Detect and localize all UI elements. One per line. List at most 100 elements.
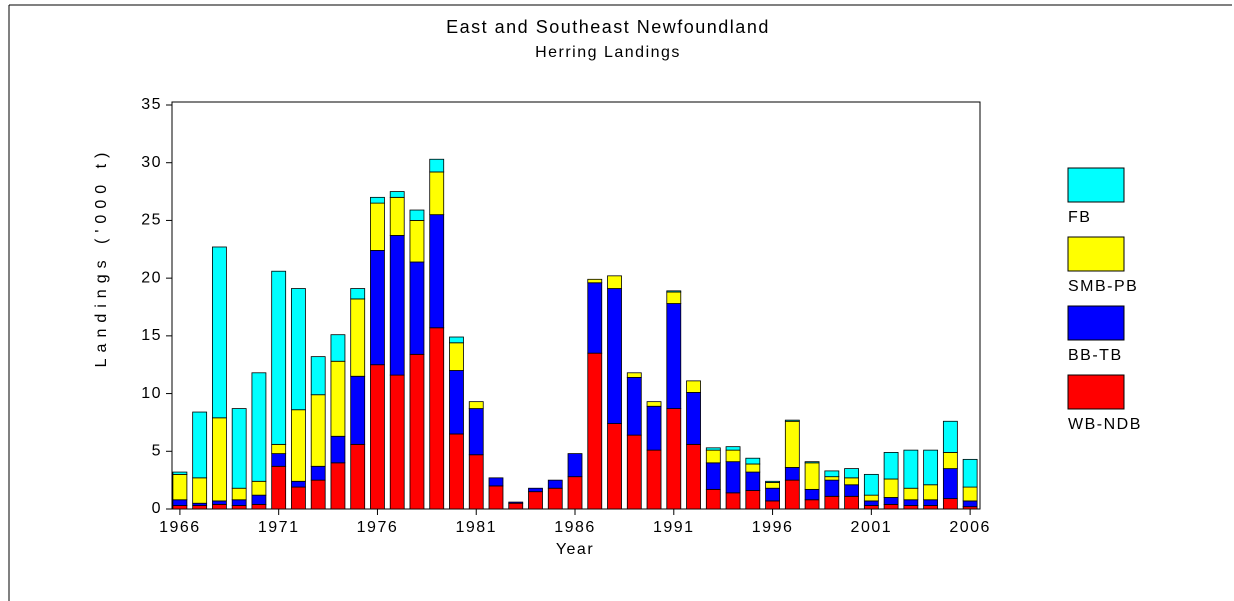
- bar-segment: [192, 477, 208, 504]
- bar-segment: [172, 471, 188, 475]
- bar-segment: [488, 485, 504, 510]
- bar-segment: [291, 409, 306, 482]
- bar-segment: [488, 477, 504, 487]
- y-tick-label: 25: [141, 212, 162, 229]
- bar-segment: [962, 486, 978, 502]
- bar-segment: [804, 461, 820, 464]
- bar-segment: [607, 275, 622, 289]
- bar-segment: [784, 420, 800, 468]
- bar-segment: [666, 291, 682, 304]
- bar-segment: [824, 495, 840, 510]
- x-tick-label: 1991: [653, 519, 695, 536]
- bar-segment: [745, 490, 761, 510]
- bar-segment: [942, 468, 958, 500]
- y-tick-label: 30: [141, 154, 162, 171]
- bar-segment: [291, 486, 306, 510]
- y-axis-label: Landings ('000 t): [93, 147, 110, 368]
- bar-segment: [251, 494, 267, 505]
- bar-segment: [844, 477, 859, 486]
- x-tick-label: 2006: [949, 519, 991, 536]
- bar-segment: [903, 449, 919, 489]
- bar-segment: [528, 491, 543, 510]
- bar-segment: [389, 235, 405, 376]
- bar-segment: [251, 503, 267, 510]
- bar-segment: [409, 261, 425, 355]
- bar-segment: [251, 480, 267, 496]
- bar-segment: [389, 196, 405, 236]
- bar-segment: [468, 401, 484, 409]
- x-tick-label: 1996: [752, 519, 794, 536]
- bar-segment: [508, 502, 524, 510]
- bar-segment: [923, 449, 939, 486]
- bar-segment: [350, 288, 366, 300]
- bar-segment: [725, 449, 741, 463]
- bar-segment: [745, 463, 761, 473]
- x-tick-label: 1986: [554, 519, 596, 536]
- bar-segment: [291, 480, 306, 488]
- bar-segment: [231, 505, 247, 510]
- bar-segment: [271, 453, 287, 467]
- bar-segment: [607, 423, 622, 510]
- y-tick-label: 20: [141, 269, 162, 286]
- x-tick-label: 1976: [357, 519, 399, 536]
- bar-segment: [883, 452, 899, 480]
- bar-segment: [765, 480, 780, 483]
- bar-segment: [212, 246, 227, 419]
- bar-segment: [725, 446, 741, 451]
- bar-segment: [468, 454, 484, 510]
- bar-segment: [942, 498, 958, 510]
- y-tick-label: 10: [141, 385, 162, 402]
- bar-segment: [547, 479, 563, 489]
- bar-segment: [705, 462, 721, 490]
- bar-segment: [883, 478, 899, 498]
- bar-segment: [863, 494, 879, 502]
- bar-segment: [192, 411, 208, 479]
- bar-segment: [725, 492, 741, 510]
- bar-segment: [923, 499, 939, 506]
- bar-segment: [370, 202, 385, 251]
- bar-segment: [863, 505, 879, 510]
- bar-segment: [626, 377, 642, 436]
- x-tick-label: 1966: [159, 519, 201, 536]
- bar-segment: [646, 405, 662, 451]
- bar-segment: [251, 372, 267, 482]
- bar-segment: [310, 394, 326, 467]
- bar-segment: [449, 336, 464, 344]
- bar-segment: [607, 288, 622, 424]
- legend-label: FB: [1068, 209, 1091, 226]
- bar-segment: [370, 250, 385, 366]
- bar-segment: [231, 499, 247, 506]
- x-tick-label: 1981: [455, 519, 497, 536]
- bar-segment: [310, 356, 326, 396]
- bar-segment: [784, 479, 800, 510]
- bar-segment: [350, 375, 366, 445]
- bar-segment: [824, 476, 840, 481]
- chart-title: East and Southeast Newfoundland: [446, 17, 770, 37]
- bar-segment: [705, 488, 721, 510]
- bar-segment: [962, 500, 978, 508]
- legend-swatch: [1067, 374, 1125, 410]
- bar-segment: [705, 449, 721, 464]
- bar-segment: [587, 352, 603, 510]
- bar-segment: [745, 471, 761, 491]
- bar-segment: [330, 334, 346, 362]
- bar-segment: [429, 171, 445, 216]
- bar-segment: [686, 380, 701, 393]
- bar-segment: [923, 484, 939, 501]
- bar-segment: [389, 191, 405, 198]
- legend-label: SMB-PB: [1068, 278, 1138, 295]
- bar-segment: [587, 282, 603, 354]
- bar-segment: [765, 482, 780, 489]
- bar-segment: [409, 353, 425, 510]
- bar-segment: [172, 473, 188, 501]
- bar-segment: [903, 499, 919, 506]
- bar-segment: [666, 303, 682, 409]
- bar-segment: [567, 453, 583, 478]
- bar-segment: [508, 501, 524, 504]
- bar-segment: [310, 479, 326, 510]
- bar-segment: [646, 401, 662, 407]
- bar-segment: [765, 500, 780, 510]
- legend-swatch: [1067, 236, 1125, 272]
- bar-segment: [330, 462, 346, 510]
- y-tick-label: 5: [152, 443, 162, 460]
